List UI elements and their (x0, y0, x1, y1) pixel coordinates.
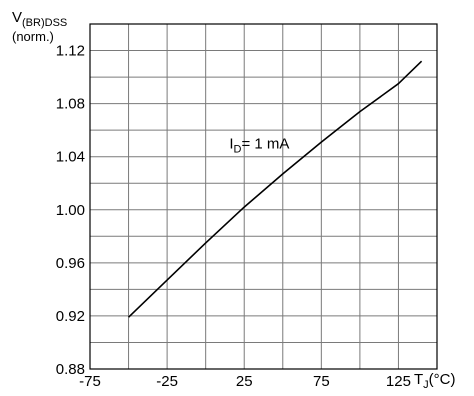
x-axis-label-unit: (°C) (429, 371, 456, 388)
y-axis-label-main: V (12, 9, 22, 26)
y-tick-labels: 0.88 0.92 0.96 1.00 1.04 1.08 1.12 (56, 43, 85, 378)
y-tick-label: 0.92 (56, 308, 85, 325)
x-tick-label: -75 (79, 373, 101, 390)
series-layer (128, 60, 423, 318)
x-tick-label: 75 (313, 373, 330, 390)
y-axis-label-norm: (norm.) (12, 29, 54, 44)
y-axis-label: V(BR)DSS (12, 9, 67, 29)
y-tick-label: 0.96 (56, 255, 85, 272)
x-axis-label: TJ(°C) (414, 371, 456, 391)
y-tick-label: 1.00 (56, 202, 85, 219)
plot-frame (89, 23, 438, 370)
y-tick-label: 1.08 (56, 96, 85, 113)
y-tick-label: 1.04 (56, 149, 85, 166)
annotation-id: ID= 1 mA (229, 136, 289, 156)
x-tick-label: -25 (156, 373, 178, 390)
x-tick-label: 125 (386, 373, 411, 390)
annotation-sub: D (234, 144, 242, 156)
annotation-main: I (229, 136, 233, 153)
x-axis-label-main: T (414, 371, 423, 388)
y-tick-label: 1.12 (56, 43, 85, 60)
annotation-rest: = 1 mA (241, 136, 289, 153)
y-axis-label-sub: (BR)DSS (22, 17, 67, 29)
x-tick-labels: -75 -25 25 75 125 (79, 373, 411, 390)
y-tick-label: 0.88 (56, 361, 85, 378)
x-axis-label-sub: J (423, 379, 429, 391)
x-tick-label: 25 (236, 373, 253, 390)
grid (90, 24, 437, 369)
series-line (128, 60, 423, 318)
